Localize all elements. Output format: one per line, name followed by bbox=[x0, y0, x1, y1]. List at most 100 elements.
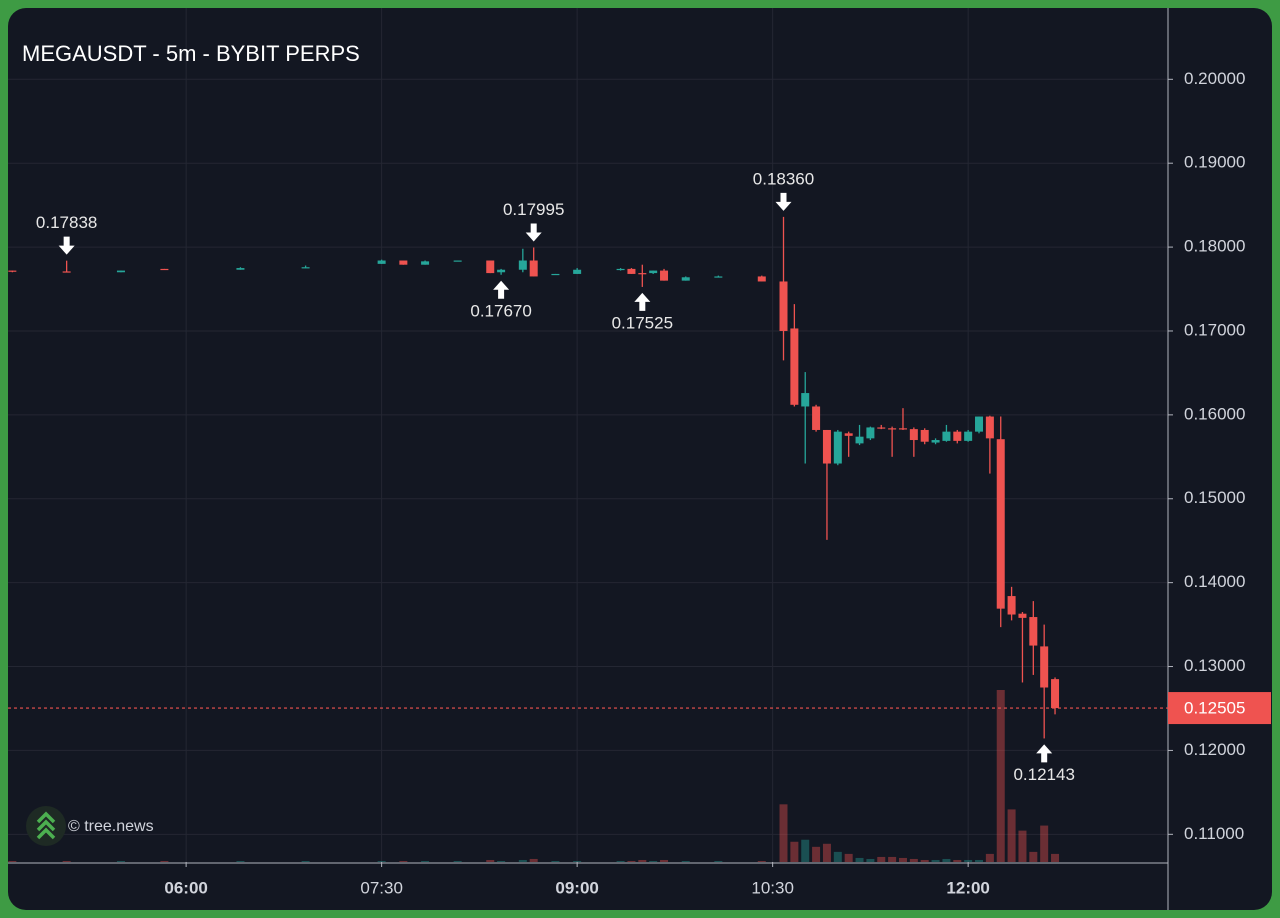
candle-body bbox=[1051, 679, 1060, 709]
volume-bar bbox=[681, 860, 690, 862]
candle-body bbox=[62, 271, 71, 273]
volume-bar bbox=[638, 859, 647, 862]
candle-body bbox=[844, 433, 853, 436]
candle-body bbox=[996, 439, 1005, 609]
volume-bar bbox=[573, 860, 582, 862]
volume-bar bbox=[649, 860, 658, 862]
volume-bar bbox=[801, 839, 810, 862]
candle-body bbox=[486, 260, 495, 274]
volume-bar bbox=[551, 860, 560, 862]
candle-body bbox=[1007, 596, 1016, 615]
volume-bar bbox=[931, 859, 940, 862]
candle-body bbox=[681, 277, 690, 281]
candle-body bbox=[616, 268, 625, 271]
last-price-label: 0.12505 bbox=[1184, 699, 1245, 718]
candle-body bbox=[779, 281, 788, 331]
volume-bar bbox=[1018, 830, 1027, 862]
volume-bar bbox=[486, 859, 495, 862]
y-tick-label: 0.19000 bbox=[1184, 153, 1245, 172]
candle-body bbox=[985, 416, 994, 439]
candle-body bbox=[551, 273, 560, 276]
volume-bar bbox=[942, 858, 951, 862]
volume-bar bbox=[964, 859, 973, 862]
candle-body bbox=[757, 276, 766, 282]
y-tick-label: 0.17000 bbox=[1184, 320, 1245, 339]
candle-body bbox=[975, 416, 984, 432]
candle-body bbox=[898, 428, 907, 430]
volume-bar bbox=[8, 860, 17, 862]
volume-bar bbox=[790, 841, 799, 862]
candles bbox=[8, 216, 1060, 739]
candle-body bbox=[1029, 617, 1038, 646]
annotation-label: 0.17995 bbox=[503, 200, 564, 219]
volume-bar bbox=[660, 859, 669, 862]
volume-bar bbox=[953, 859, 962, 862]
volume-bar bbox=[399, 860, 408, 862]
candle-body bbox=[627, 268, 636, 274]
x-tick-label: 12:00 bbox=[946, 878, 989, 897]
volume-bar bbox=[985, 853, 994, 862]
annotation-label: 0.17525 bbox=[612, 313, 673, 332]
candle-body bbox=[497, 269, 506, 273]
candle-body bbox=[964, 431, 973, 441]
y-tick-label: 0.11000 bbox=[1184, 824, 1244, 843]
volume-bar bbox=[497, 860, 506, 862]
volume-bar bbox=[996, 690, 1005, 862]
volume-bar bbox=[779, 804, 788, 862]
panel bbox=[8, 8, 1272, 910]
candle-body bbox=[518, 260, 527, 270]
grid bbox=[8, 8, 1168, 862]
candle-body bbox=[399, 260, 408, 265]
candle-body bbox=[909, 429, 918, 441]
candle-body bbox=[855, 436, 864, 444]
volume-bar bbox=[822, 843, 831, 862]
candle-body bbox=[920, 429, 929, 442]
volume bbox=[8, 690, 1060, 862]
candle-body bbox=[529, 260, 538, 277]
annotation-arrow bbox=[1036, 744, 1053, 763]
candle-body bbox=[888, 428, 897, 430]
volume-bar bbox=[975, 859, 984, 862]
volume-bar bbox=[1029, 851, 1038, 862]
candle-body bbox=[116, 270, 125, 273]
candle-body bbox=[8, 270, 17, 272]
chart-title: MEGAUSDT - 5m - BYBIT PERPS bbox=[22, 41, 360, 66]
candle-body bbox=[649, 270, 658, 274]
candle-body bbox=[573, 269, 582, 274]
x-tick-label: 10:30 bbox=[751, 878, 794, 897]
y-tick-label: 0.16000 bbox=[1184, 404, 1245, 423]
logo bbox=[26, 806, 66, 846]
candle-body bbox=[866, 427, 875, 439]
volume-bar bbox=[877, 856, 886, 862]
candle-body bbox=[160, 268, 169, 271]
candle-body bbox=[1040, 646, 1049, 688]
x-tick-label: 06:00 bbox=[164, 878, 207, 897]
volume-bar bbox=[844, 853, 853, 862]
volume-bar bbox=[160, 860, 169, 862]
volume-bar bbox=[888, 856, 897, 862]
volume-bar bbox=[1040, 825, 1049, 862]
logo-icon bbox=[36, 811, 56, 840]
annotations: 0.17838 0.17670 0.17995 0.17525 0.18360 0.121… bbox=[36, 169, 1075, 784]
watermark: © tree.news bbox=[68, 818, 154, 835]
candle-body bbox=[953, 431, 962, 441]
volume-bar bbox=[421, 860, 430, 862]
candle-body bbox=[801, 393, 810, 407]
volume-bar bbox=[236, 860, 245, 862]
volume-bar bbox=[377, 860, 386, 862]
annotation-arrow bbox=[525, 223, 542, 242]
y-tick-label: 0.15000 bbox=[1184, 488, 1245, 507]
candle-body bbox=[421, 261, 430, 265]
candle-body bbox=[833, 431, 842, 464]
volume-bar bbox=[812, 846, 821, 862]
candle-body bbox=[638, 273, 647, 275]
y-tick-label: 0.12000 bbox=[1184, 740, 1245, 759]
volume-bar bbox=[62, 860, 71, 862]
volume-bar bbox=[518, 859, 527, 862]
annotation-arrow bbox=[634, 292, 651, 311]
candle-body bbox=[453, 260, 462, 262]
annotation-label: 0.18360 bbox=[753, 169, 814, 188]
annotation-label: 0.12143 bbox=[1013, 765, 1074, 784]
candle-body bbox=[812, 406, 821, 430]
